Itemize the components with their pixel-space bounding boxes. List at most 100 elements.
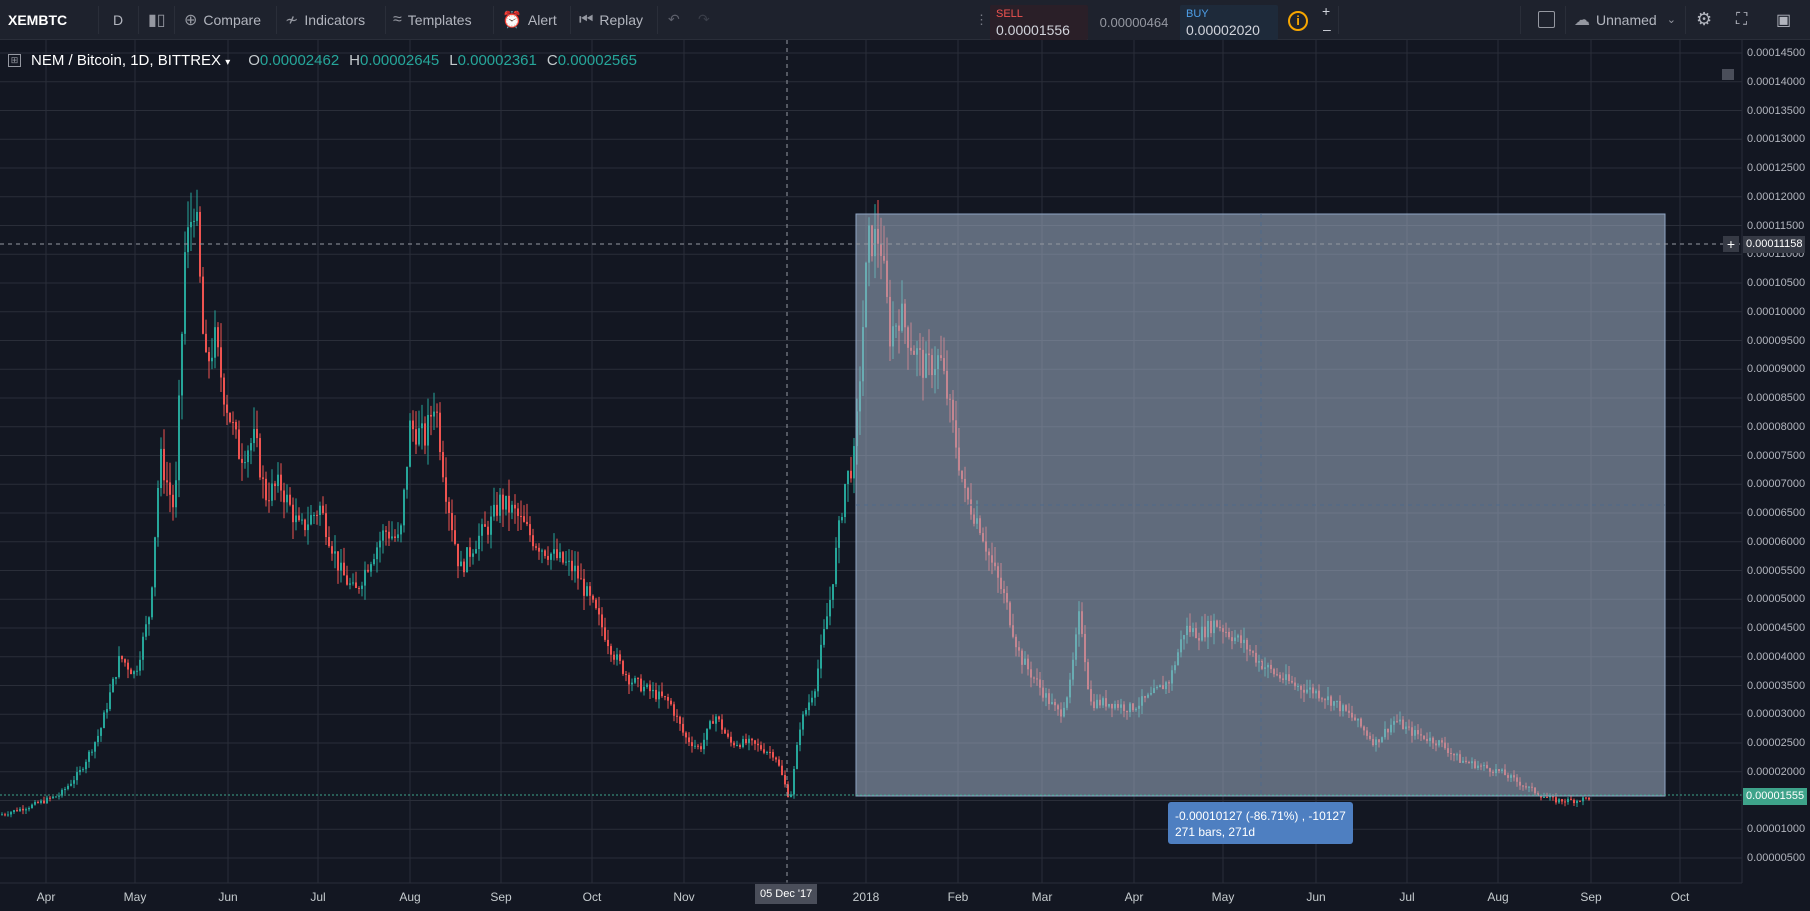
- time-tick-label: Aug: [1487, 890, 1509, 904]
- candle-down: [463, 561, 465, 573]
- redo-button[interactable]: ↷: [698, 0, 710, 39]
- candles-icon: ▮▯: [148, 11, 166, 29]
- candle-up: [82, 769, 84, 771]
- info-icon[interactable]: i: [1288, 11, 1308, 31]
- price-tick-label: 0.00008000: [1747, 420, 1806, 433]
- price-tick-label: 0.00001000: [1747, 823, 1806, 836]
- interval-button[interactable]: D: [113, 11, 124, 28]
- layout-save-button[interactable]: ☁ Unnamed ⌄: [1574, 0, 1676, 39]
- measure-tooltip: -0.00010127 (-86.71%) , -10127 271 bars,…: [1168, 802, 1353, 844]
- candle-down: [262, 477, 264, 479]
- time-tick-label: Jun: [1306, 890, 1326, 904]
- candle-up: [505, 495, 507, 510]
- candle-down: [772, 752, 774, 758]
- candle-up: [1582, 797, 1584, 802]
- candle-down: [673, 704, 675, 716]
- symbol-button[interactable]: XEMBTC: [8, 11, 68, 28]
- price-tick-label: 0.00007000: [1747, 478, 1806, 491]
- candle-up: [499, 494, 501, 516]
- low-label: L: [449, 52, 458, 69]
- snapshot-button[interactable]: ▣: [1776, 0, 1791, 39]
- candle-down: [700, 746, 702, 750]
- candle-up: [790, 794, 792, 797]
- price-tick-label: 0.00003500: [1747, 679, 1806, 692]
- candle-down: [664, 696, 666, 698]
- replay-button[interactable]: ⏮ Replay: [579, 0, 643, 39]
- candle-up: [574, 565, 576, 572]
- price-chart[interactable]: +: [0, 40, 1810, 911]
- sell-button[interactable]: SELL 0.00001556: [990, 5, 1088, 40]
- legend-close: C0.00002565: [547, 52, 637, 69]
- templates-button[interactable]: ≈ Templates: [393, 0, 472, 39]
- candle-down: [601, 614, 603, 628]
- expand-legend-icon[interactable]: ⊞: [8, 54, 21, 67]
- undo-button[interactable]: ↶: [668, 0, 680, 39]
- candle-down: [787, 784, 789, 797]
- chevron-down-icon: ⌄: [1666, 14, 1676, 26]
- candle-up: [847, 470, 849, 485]
- measure-change: -0.00010127 (-86.71%) , -10127: [1175, 809, 1346, 823]
- buy-button[interactable]: BUY 0.00002020: [1180, 5, 1278, 40]
- candle-down: [22, 808, 24, 811]
- candle-down: [640, 678, 642, 692]
- candle-up: [466, 547, 468, 573]
- candle-up: [271, 483, 273, 501]
- candle-up: [352, 582, 354, 584]
- price-tick-label: 0.00012000: [1747, 190, 1806, 203]
- quantity-plus-button[interactable]: +: [1322, 2, 1331, 19]
- candle-up: [829, 599, 831, 617]
- candle-up: [253, 429, 255, 444]
- compare-button[interactable]: ⊕ Compare: [184, 0, 261, 39]
- candle-up: [490, 516, 492, 535]
- chart-type-button[interactable]: ▮▯: [148, 0, 172, 39]
- quantity-minus-button[interactable]: –: [1323, 20, 1331, 37]
- candle-up: [418, 428, 420, 445]
- candle-up: [832, 584, 834, 600]
- candle-down: [205, 333, 207, 353]
- candle-up: [694, 745, 696, 747]
- price-tick-label: 0.00011500: [1747, 219, 1805, 232]
- candle-down: [484, 524, 486, 527]
- high-value: 0.00002645: [360, 52, 440, 69]
- replay-label: Replay: [599, 11, 643, 28]
- candle-down: [358, 587, 360, 589]
- candle-down: [712, 721, 714, 724]
- legend-symbol[interactable]: NEM / Bitcoin, 1D, BITTREX ▾: [31, 52, 230, 69]
- candle-up: [370, 564, 372, 572]
- candle-down: [628, 674, 630, 685]
- time-tick-label: 2018: [852, 890, 880, 904]
- candle-down: [547, 555, 549, 560]
- fullscreen-icon: ⛶: [1736, 10, 1748, 28]
- crosshair-plus-icon[interactable]: [1723, 236, 1739, 252]
- settings-button[interactable]: ⚙: [1696, 0, 1712, 39]
- candle-down: [451, 512, 453, 531]
- legend-low: L0.00002361: [449, 52, 537, 69]
- top-toolbar: XEMBTC D ▮▯ ⊕ Compare ≁ Indicators ≈ Tem…: [0, 0, 1810, 40]
- candle-up: [511, 504, 513, 513]
- candle-up: [334, 551, 336, 554]
- candle-up: [634, 678, 636, 683]
- candle-up: [820, 644, 822, 669]
- indicators-button[interactable]: ≁ Indicators: [285, 0, 365, 39]
- candle-down: [166, 480, 168, 483]
- candle-down: [457, 543, 459, 567]
- fullscreen-button[interactable]: ⛶: [1736, 0, 1747, 39]
- templates-icon: ≈: [393, 10, 402, 28]
- candle-down: [16, 810, 18, 812]
- candle-up: [643, 686, 645, 692]
- select-all-checkbox[interactable]: [1538, 0, 1555, 39]
- candle-down: [394, 536, 396, 538]
- candle-up: [658, 691, 660, 700]
- alert-button[interactable]: ⏰ Alert: [502, 0, 557, 39]
- candle-up: [109, 692, 111, 710]
- time-axis[interactable]: Apr May Jun Jul Aug Sep Oct Nov 2018 Feb Mar Apr May…: [0, 884, 1740, 911]
- candle-down: [502, 494, 504, 510]
- candle-down: [220, 347, 222, 378]
- candle-down: [526, 521, 528, 525]
- candle-down: [367, 569, 369, 572]
- scale-toggle-icon[interactable]: [1722, 69, 1734, 80]
- indicator-line-icon: ≁: [285, 11, 299, 29]
- candle-down: [1555, 797, 1557, 803]
- buy-value: 0.00002020: [1186, 22, 1260, 38]
- candle-up: [550, 553, 552, 560]
